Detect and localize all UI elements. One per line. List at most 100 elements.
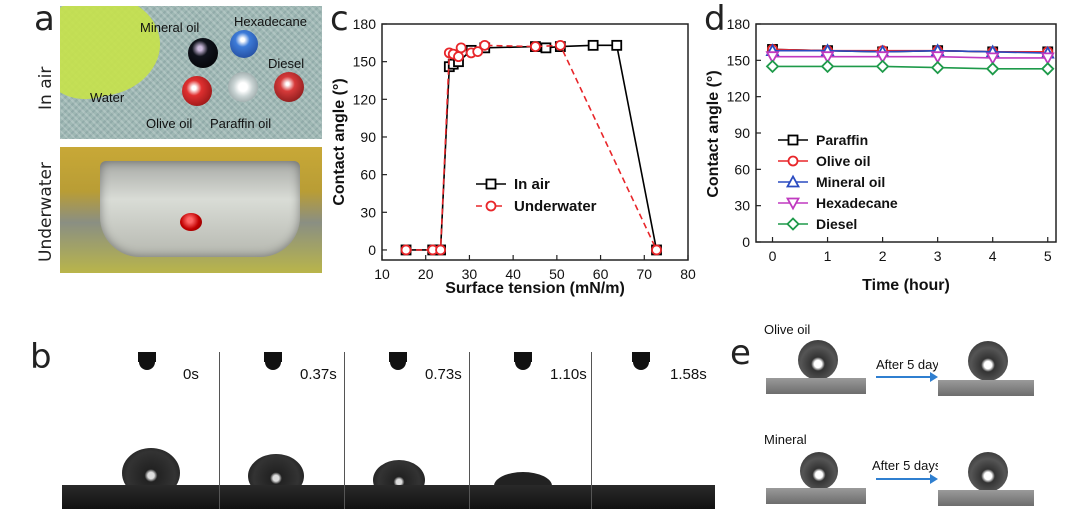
- panel-label-e: e: [730, 333, 751, 373]
- data-point: [611, 39, 623, 51]
- x-tick-label: 2: [879, 248, 887, 264]
- mineral-oil-drop: [188, 38, 218, 68]
- legend-marker: [485, 200, 497, 212]
- olive-before-photo: [766, 338, 866, 394]
- data-point: [985, 62, 1000, 76]
- label-olive-oil-e: Olive oil: [764, 322, 811, 337]
- olive-after-photo: [938, 338, 1034, 396]
- time-label: 1.10s: [550, 366, 587, 383]
- chart-d-xlabel: Time (hour): [862, 277, 950, 294]
- x-tick-label: 30: [462, 266, 478, 282]
- panel-label-a: a: [34, 0, 55, 39]
- chart-c-plot-frame: [381, 23, 689, 261]
- legend-marker: [786, 217, 800, 231]
- data-point: [479, 39, 491, 51]
- label-mineral-oil: Mineral oil: [140, 20, 200, 35]
- legend-label: Diesel: [816, 216, 857, 232]
- time-label: 0.73s: [425, 366, 462, 383]
- arrow-icon: [876, 376, 934, 378]
- y-tick-label: 60: [734, 161, 750, 177]
- y-tick-label: 0: [742, 234, 750, 250]
- beaker: [100, 161, 300, 257]
- chart-c-ylabel: Contact angle (°): [331, 78, 348, 205]
- x-tick-label: 3: [934, 248, 942, 264]
- data-point: [765, 59, 780, 74]
- label-paraffin-oil: Paraffin oil: [210, 116, 272, 131]
- legend-marker: [485, 178, 497, 190]
- time-label: 0s: [183, 366, 199, 383]
- panel-label-b: b: [30, 337, 52, 377]
- x-tick-label: 50: [549, 266, 565, 282]
- mineral-before-photo: [766, 448, 866, 504]
- y-tick-label: 30: [734, 198, 750, 214]
- y-tick-label: 150: [727, 52, 751, 68]
- chart-c: 10 20 30 40 50 60 70 80 0 30 60 90 120 150 180 Surface…: [331, 16, 696, 297]
- y-tick-label: 120: [353, 91, 377, 107]
- frame-0s: 0s: [62, 352, 219, 509]
- label-olive-oil: Olive oil: [146, 116, 193, 131]
- underwater-photo: [60, 147, 322, 273]
- panel-label-d: d: [704, 0, 726, 39]
- data-point: [875, 59, 890, 74]
- frame-073s: 0.73s: [344, 352, 470, 509]
- arrow-text-olive: After 5 days: [876, 357, 946, 372]
- data-point: [587, 39, 599, 51]
- y-tick-label: 180: [727, 16, 751, 32]
- label-water: Water: [90, 90, 125, 105]
- y-tick-label: 0: [368, 242, 376, 258]
- in-air-photo: Mineral oil Hexadecane Water Diesel Oliv…: [60, 6, 322, 139]
- legend-label: In air: [514, 176, 550, 193]
- data-point: [554, 39, 566, 51]
- chart-d: 0 1 2 3 4 5 0 30 60 90 120 150 180 Time (hour) Conta…: [705, 16, 1057, 294]
- legend-marker: [787, 134, 799, 146]
- series-line-diesel: [772, 65, 1048, 70]
- data-point: [1040, 62, 1055, 76]
- series-line-underwater: [406, 44, 658, 251]
- data-point: [820, 59, 835, 74]
- olive-oil-drop: [182, 76, 212, 106]
- data-point: [875, 51, 890, 65]
- x-tick-label: 0: [769, 248, 777, 264]
- x-tick-label: 20: [418, 266, 434, 282]
- data-point: [930, 51, 945, 65]
- x-tick-label: 70: [636, 266, 652, 282]
- data-point: [985, 52, 1000, 66]
- data-point: [455, 42, 467, 54]
- data-point: [435, 244, 446, 256]
- chart-d-ylabel: Contact angle (°): [705, 70, 722, 197]
- y-tick-label: 120: [727, 89, 751, 105]
- x-tick-label: 60: [593, 266, 609, 282]
- data-point: [540, 42, 552, 54]
- arrow-text-mineral: After 5 days: [872, 458, 942, 473]
- y-tick-label: 180: [353, 16, 377, 32]
- data-point: [472, 46, 484, 58]
- arrow-icon: [876, 478, 934, 480]
- data-point: [930, 60, 945, 75]
- series-line-in-air: [406, 44, 658, 251]
- y-tick-label: 60: [360, 167, 376, 183]
- legend-marker: [785, 197, 801, 211]
- time-label: 0.37s: [300, 366, 337, 383]
- underwater-oil-drop: [180, 213, 202, 231]
- data-point: [651, 244, 662, 256]
- x-tick-label: 5: [1044, 248, 1052, 264]
- diesel-drop: [274, 72, 304, 102]
- y-tick-label: 90: [734, 125, 750, 141]
- x-tick-label: 80: [680, 266, 696, 282]
- chart-c-xlabel: Surface tension (mN/m): [445, 280, 625, 297]
- arrow-head-icon: [930, 474, 938, 484]
- data-point: [530, 41, 541, 52]
- legend-label: Underwater: [514, 198, 597, 215]
- row-label-in-air: In air: [36, 66, 56, 110]
- mineral-after-photo: [938, 448, 1034, 506]
- y-tick-label: 150: [353, 54, 377, 70]
- hexadecane-drop: [230, 30, 258, 58]
- data-point: [400, 244, 412, 256]
- frame-037s: 0.37s: [219, 352, 345, 509]
- legend-label: Olive oil: [816, 153, 870, 169]
- x-tick-label: 1: [824, 248, 832, 264]
- legend-label: Mineral oil: [816, 174, 885, 190]
- data-point: [1040, 52, 1055, 66]
- y-tick-label: 30: [360, 204, 376, 220]
- droplet-sequence: 0s 0.37s 0.73s 1.10s 1.58s: [62, 352, 715, 509]
